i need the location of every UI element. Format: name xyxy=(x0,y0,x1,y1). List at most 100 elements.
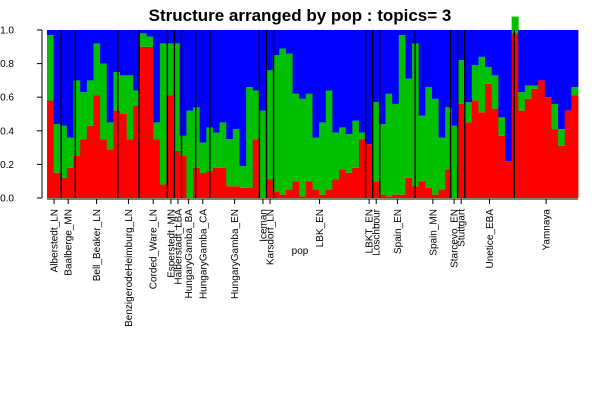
x-tick-label: Yamnaya xyxy=(542,209,553,251)
bar-topic3 xyxy=(498,30,506,118)
bar-topic3 xyxy=(86,30,94,81)
bar-topic2 xyxy=(518,92,526,111)
bar-topic3 xyxy=(504,30,513,162)
bar-topic2 xyxy=(226,139,234,187)
bar-topic2 xyxy=(193,107,201,168)
bar-topic2 xyxy=(239,166,247,188)
bar-topic3 xyxy=(139,30,147,34)
bar-topic2 xyxy=(378,124,386,195)
bar-topic3 xyxy=(438,30,446,138)
bar-topic1 xyxy=(299,196,307,198)
bar-topic1 xyxy=(504,161,513,198)
bars-group xyxy=(47,16,579,198)
bar-topic1 xyxy=(239,187,247,198)
bar-topic2 xyxy=(212,132,220,168)
bar-topic1 xyxy=(431,194,440,198)
bar-topic3 xyxy=(319,30,327,123)
bar-topic3 xyxy=(358,30,366,133)
bar-topic1 xyxy=(166,95,174,198)
bar-topic2 xyxy=(106,122,114,150)
bar-topic3 xyxy=(47,30,55,36)
bar-topic2 xyxy=(551,103,559,130)
bar-topic1 xyxy=(272,191,280,198)
bar-topic2 xyxy=(173,43,181,151)
bar-topic1 xyxy=(73,156,81,198)
bar-topic2 xyxy=(478,56,486,113)
bar-topic2 xyxy=(511,16,519,34)
bar-topic2 xyxy=(339,127,347,170)
bar-topic2 xyxy=(498,117,506,136)
bar-topic2 xyxy=(418,115,426,182)
bar-topic1 xyxy=(458,103,466,198)
bar-topic3 xyxy=(372,30,380,103)
bar-topic2 xyxy=(179,135,187,156)
bar-topic2 xyxy=(485,66,493,84)
bar-topic1 xyxy=(113,110,121,198)
bar-topic1 xyxy=(365,144,373,198)
bar-topic3 xyxy=(458,30,466,61)
bar-topic1 xyxy=(544,97,552,198)
bar-topic2 xyxy=(358,132,366,140)
bar-topic3 xyxy=(398,30,406,36)
bar-topic1 xyxy=(392,194,400,198)
x-tick-label: Baalberge_MN xyxy=(64,209,75,276)
bar-topic1 xyxy=(564,110,572,198)
bar-topic3 xyxy=(120,30,128,76)
chart-title: Structure arranged by pop : topics= 3 xyxy=(149,6,452,25)
bar-topic3 xyxy=(146,30,154,37)
bar-topic1 xyxy=(159,184,167,198)
bar-topic1 xyxy=(319,194,327,198)
bar-topic1 xyxy=(325,189,333,198)
bar-topic1 xyxy=(558,145,566,198)
bar-topic1 xyxy=(199,172,207,198)
bar-topic1 xyxy=(398,194,406,198)
x-tick-label: HungaryGamba_BA xyxy=(184,209,195,299)
bar-topic1 xyxy=(285,189,293,198)
x-tick-label: Loschbour xyxy=(372,208,383,255)
bar-topic1 xyxy=(445,169,453,198)
bar-topic2 xyxy=(491,75,499,109)
bar-topic3 xyxy=(73,30,81,81)
bar-topic3 xyxy=(80,30,88,93)
bar-topic2 xyxy=(385,93,393,197)
bar-topic3 xyxy=(478,30,486,57)
bar-topic3 xyxy=(339,30,347,128)
bar-topic2 xyxy=(60,125,68,178)
x-tick-label: Starcevo_EN xyxy=(450,209,461,268)
y-tick-label: 0.0 xyxy=(0,194,14,205)
bar-topic1 xyxy=(405,177,413,198)
bar-topic1 xyxy=(292,181,300,198)
bar-topic3 xyxy=(292,30,300,94)
bar-topic1 xyxy=(352,167,360,198)
bar-topic3 xyxy=(571,30,579,88)
x-tick-label: HungaryGamba_CA xyxy=(198,209,209,299)
bar-topic2 xyxy=(465,102,473,123)
bar-topic1 xyxy=(531,88,539,198)
bar-topic1 xyxy=(358,139,366,198)
bar-topic2 xyxy=(325,90,333,190)
y-axis: 0.0 0.2 0.4 0.6 0.8 1.0 xyxy=(0,26,43,205)
x-tick-label: Corded_Ware_LN xyxy=(149,209,160,289)
y-tick-label: 0.2 xyxy=(0,160,14,171)
bar-topic2 xyxy=(93,43,101,96)
bar-topic3 xyxy=(451,30,459,126)
bar-topic1 xyxy=(153,139,161,198)
bar-topic1 xyxy=(133,105,141,198)
bar-topic1 xyxy=(226,186,234,198)
x-tick-label: Iceman xyxy=(258,209,269,242)
bar-topic2 xyxy=(571,87,579,96)
bar-topic3 xyxy=(126,30,134,76)
bar-topic1 xyxy=(345,172,353,198)
bar-topic3 xyxy=(186,30,194,111)
x-tick-label: Halberstadt_LBA xyxy=(173,209,184,285)
group-separators xyxy=(60,30,515,198)
bar-topic3 xyxy=(193,30,201,108)
bar-topic3 xyxy=(259,30,267,111)
bar-topic2 xyxy=(232,129,240,187)
bar-topic3 xyxy=(239,30,247,167)
bar-topic1 xyxy=(551,129,559,198)
x-axis-label: pop xyxy=(292,246,309,257)
bar-topic2 xyxy=(139,33,147,47)
bar-topic2 xyxy=(47,35,55,101)
bar-topic2 xyxy=(405,78,413,178)
